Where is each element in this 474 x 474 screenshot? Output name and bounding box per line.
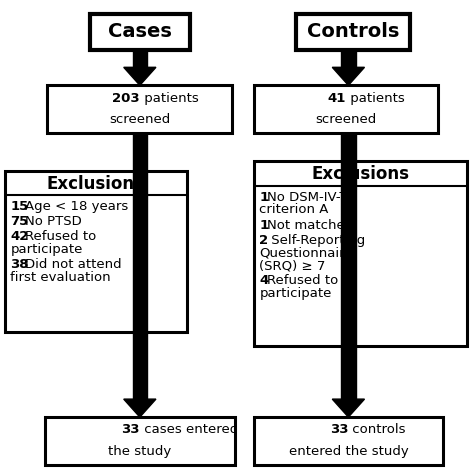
Polygon shape bbox=[332, 399, 365, 417]
Polygon shape bbox=[341, 50, 356, 67]
Text: 75: 75 bbox=[10, 215, 29, 228]
FancyBboxPatch shape bbox=[90, 14, 190, 50]
Text: 2: 2 bbox=[259, 234, 268, 246]
Text: screened: screened bbox=[109, 113, 171, 126]
Polygon shape bbox=[133, 50, 147, 67]
Text: Self-Reporting: Self-Reporting bbox=[267, 234, 365, 246]
FancyBboxPatch shape bbox=[45, 417, 235, 465]
Text: Not matched: Not matched bbox=[267, 219, 354, 231]
Text: 15: 15 bbox=[10, 200, 29, 213]
Text: 33: 33 bbox=[330, 423, 348, 437]
Text: patients: patients bbox=[346, 91, 405, 105]
Text: criterion A: criterion A bbox=[259, 203, 328, 216]
Text: Age < 18 years: Age < 18 years bbox=[25, 200, 128, 213]
FancyBboxPatch shape bbox=[5, 171, 187, 332]
Text: controls: controls bbox=[348, 423, 406, 437]
Text: Did not attend: Did not attend bbox=[25, 258, 121, 271]
Text: 42: 42 bbox=[10, 230, 29, 243]
Text: 203: 203 bbox=[112, 91, 140, 105]
Text: Cases: Cases bbox=[108, 22, 172, 42]
Text: 1: 1 bbox=[259, 219, 268, 231]
Text: 4: 4 bbox=[259, 274, 269, 287]
Text: 38: 38 bbox=[10, 258, 29, 271]
Text: Controls: Controls bbox=[307, 22, 399, 42]
Text: participate: participate bbox=[259, 287, 332, 300]
Text: entered the study: entered the study bbox=[289, 445, 408, 458]
FancyBboxPatch shape bbox=[296, 14, 410, 50]
Text: screened: screened bbox=[315, 113, 377, 126]
Text: Exclusions: Exclusions bbox=[47, 175, 145, 193]
Polygon shape bbox=[133, 133, 147, 399]
Polygon shape bbox=[124, 399, 156, 417]
Text: first evaluation: first evaluation bbox=[10, 271, 111, 284]
FancyBboxPatch shape bbox=[254, 161, 467, 346]
Text: participate: participate bbox=[10, 243, 83, 256]
Polygon shape bbox=[332, 67, 365, 85]
Text: No PTSD: No PTSD bbox=[25, 215, 82, 228]
Text: cases entered: cases entered bbox=[140, 423, 238, 437]
Text: 1: 1 bbox=[259, 191, 268, 203]
Text: Refused to: Refused to bbox=[25, 230, 96, 243]
Text: 41: 41 bbox=[328, 91, 346, 105]
FancyBboxPatch shape bbox=[47, 85, 232, 133]
Text: 33: 33 bbox=[121, 423, 140, 437]
Text: patients: patients bbox=[140, 91, 199, 105]
Text: Refused to: Refused to bbox=[267, 274, 338, 287]
FancyBboxPatch shape bbox=[254, 85, 438, 133]
Text: the study: the study bbox=[108, 445, 172, 458]
Text: Exclusions: Exclusions bbox=[311, 165, 409, 183]
Text: Questionnaire: Questionnaire bbox=[259, 246, 353, 259]
Text: No DSM-IV-TR: No DSM-IV-TR bbox=[267, 191, 357, 203]
Polygon shape bbox=[341, 133, 356, 399]
Text: (SRQ) ≥ 7: (SRQ) ≥ 7 bbox=[259, 259, 326, 272]
FancyBboxPatch shape bbox=[254, 417, 443, 465]
Polygon shape bbox=[124, 67, 156, 85]
